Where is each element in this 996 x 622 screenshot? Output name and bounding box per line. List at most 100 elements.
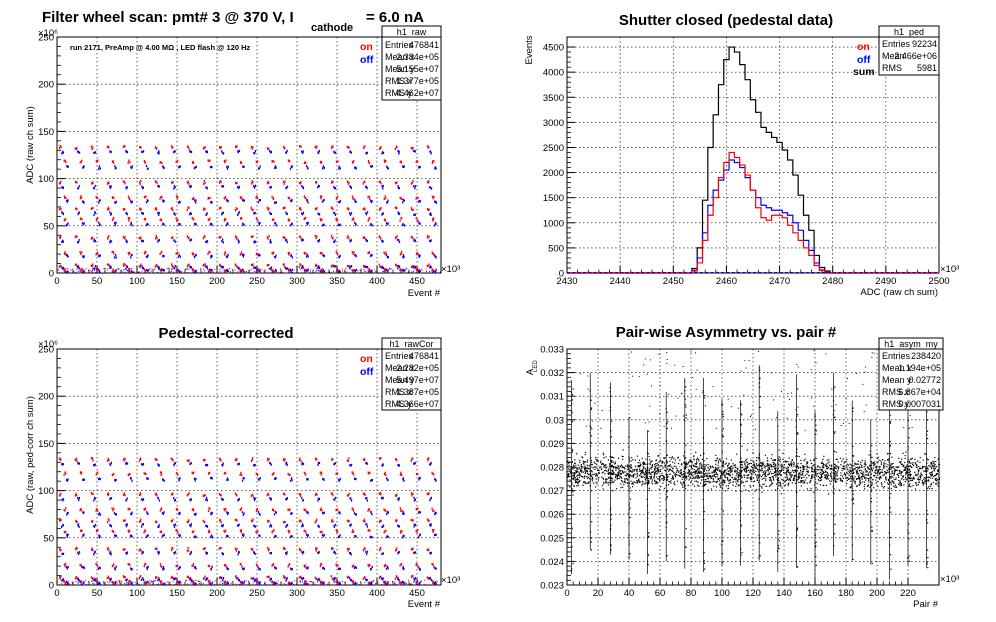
- asym-point: [626, 468, 628, 470]
- point-on: [252, 494, 254, 497]
- point-on: [300, 181, 302, 184]
- point-on: [108, 181, 110, 184]
- point-on: [364, 237, 366, 240]
- point-on: [363, 265, 365, 269]
- ytick-label-0-0: 0: [49, 269, 54, 280]
- asym-point: [869, 486, 871, 488]
- point-on: [112, 161, 115, 164]
- point-on: [127, 251, 130, 255]
- baseline-point: [288, 269, 290, 271]
- asym-point: [925, 453, 927, 455]
- point-off: [253, 551, 256, 554]
- point-off: [366, 496, 368, 500]
- point-off: [225, 534, 228, 538]
- plot-asym: 0 20 40 60 80 100 120 140 160 180 200 2200.0230.024…: [540, 345, 941, 599]
- point-off: [413, 149, 415, 153]
- point-on: [111, 160, 114, 163]
- point-on: [304, 509, 306, 512]
- asym-point: [654, 468, 656, 470]
- baseline-point: [239, 270, 241, 272]
- asym-point: [772, 472, 774, 475]
- asym-point: [938, 466, 940, 469]
- point-on: [368, 472, 370, 475]
- asym-point: [845, 467, 847, 469]
- point-off: [146, 255, 149, 258]
- asym-point: [750, 480, 752, 482]
- asym-point: [699, 463, 701, 465]
- point-off: [275, 511, 277, 514]
- point-on: [218, 207, 220, 210]
- point-off: [238, 498, 241, 501]
- point-on: [192, 472, 194, 475]
- point-on: [124, 494, 126, 497]
- point-off: [317, 239, 319, 243]
- xtick-label-2-4: 200: [209, 588, 225, 599]
- xtick-label-1-4: 2470: [769, 276, 790, 287]
- asym-point: [798, 473, 800, 475]
- asym-point: [611, 478, 613, 480]
- asym-point: [654, 472, 656, 474]
- point-on: [234, 458, 237, 461]
- asym-point: [873, 461, 876, 463]
- point-off: [193, 199, 196, 202]
- point-off: [269, 577, 272, 581]
- point-off: [257, 201, 260, 204]
- point-off: [82, 511, 84, 514]
- baseline-point: [334, 581, 336, 583]
- asym-point: [569, 486, 571, 488]
- point-off: [349, 150, 352, 153]
- point-off: [259, 476, 261, 480]
- point-on: [113, 196, 115, 199]
- point-on: [225, 218, 227, 221]
- asym-point: [912, 476, 915, 478]
- point-on: [177, 195, 179, 199]
- asym-point: [618, 469, 620, 471]
- point-on: [379, 491, 382, 495]
- point-on: [284, 458, 286, 461]
- baseline-point: [279, 272, 281, 274]
- asym-point: [742, 461, 744, 463]
- baseline-point: [90, 270, 92, 272]
- baseline-point: [375, 584, 377, 586]
- point-off: [334, 577, 336, 580]
- point-off: [77, 578, 80, 581]
- point-off: [130, 199, 132, 202]
- baseline-point: [387, 270, 389, 272]
- point-off: [349, 265, 352, 268]
- point-on: [332, 264, 334, 267]
- point-off: [366, 523, 368, 526]
- asym-point: [750, 462, 752, 465]
- point-off: [210, 513, 212, 516]
- point-off: [370, 479, 373, 482]
- point-off: [98, 167, 100, 170]
- point-off: [210, 583, 212, 586]
- baseline-point: [77, 582, 79, 584]
- asym-point: [568, 468, 570, 470]
- asym-point: [821, 462, 823, 464]
- point-on: [235, 549, 237, 552]
- point-on: [186, 235, 189, 238]
- asym-point: [712, 475, 714, 477]
- point-off: [110, 240, 113, 243]
- baseline-point: [186, 579, 188, 581]
- point-off: [354, 200, 356, 203]
- baseline-point: [157, 271, 159, 273]
- asym-point: [694, 471, 697, 473]
- point-on: [288, 253, 290, 256]
- asym-point: [720, 470, 722, 473]
- asym-point: [933, 466, 935, 468]
- point-on: [346, 494, 349, 497]
- stats-rawcor-k4: RMS y: [385, 399, 413, 409]
- point-on: [241, 196, 243, 199]
- point-on: [219, 147, 221, 150]
- baseline-point: [77, 580, 79, 582]
- point-on: [319, 218, 321, 221]
- point-on: [240, 161, 243, 164]
- point-on: [159, 471, 162, 474]
- point-off: [210, 256, 212, 259]
- baseline-point: [79, 272, 81, 274]
- point-off: [109, 185, 111, 188]
- point-on: [362, 549, 365, 552]
- point-on: [170, 576, 172, 579]
